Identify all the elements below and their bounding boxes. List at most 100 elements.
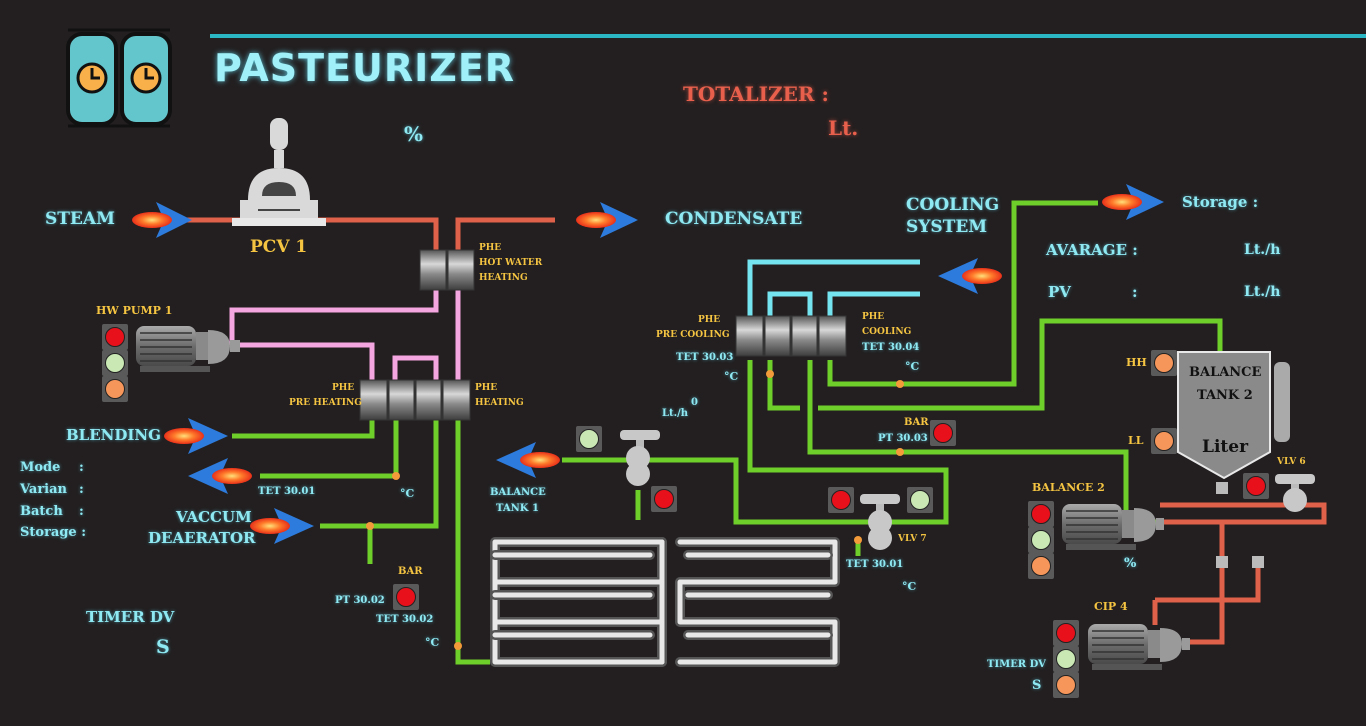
tank2-label-2: TANK 2 bbox=[1197, 388, 1253, 403]
phe-heating-label-1: PHE bbox=[475, 383, 498, 393]
phe-pre-cooling-label-1: PHE bbox=[698, 315, 721, 325]
tank2-hh-label: HH bbox=[1126, 356, 1147, 369]
pasteurizer-logo-icon bbox=[66, 28, 172, 128]
flow-unit: Lt./h bbox=[662, 408, 689, 419]
vlv6-lamp bbox=[1243, 473, 1269, 499]
cooling-system-arrow-icon bbox=[938, 258, 1002, 294]
storage-info-label: Storage : bbox=[20, 525, 87, 540]
phe-hot-water-label-2: HOT WATER bbox=[479, 258, 543, 268]
timer-dv-unit: S bbox=[156, 636, 170, 658]
vaccum-label-2: DEAERATOR bbox=[148, 529, 256, 547]
vlv6-label: VLV 6 bbox=[1277, 457, 1306, 467]
cip4-ready-lamp bbox=[1053, 646, 1079, 672]
vlv7-open-lamp bbox=[907, 487, 933, 513]
tank2-ll-lamp bbox=[1151, 428, 1177, 454]
hw-pump-run-lamp bbox=[102, 324, 128, 350]
pt3002-alarm-lamp bbox=[393, 584, 419, 610]
balance2-run-lamp bbox=[1028, 501, 1054, 527]
hw-pump-ready-lamp bbox=[102, 350, 128, 376]
phe-hot-water-icon bbox=[419, 249, 475, 291]
storage-label: Storage : bbox=[1182, 193, 1259, 211]
phe-cooling-label-1: PHE bbox=[862, 312, 885, 322]
timer-dv-unit-2: S bbox=[1032, 678, 1042, 693]
cip4-pump-icon bbox=[1088, 624, 1190, 670]
balance-valve-close-lamp bbox=[651, 486, 677, 512]
tank2-hh-lamp bbox=[1151, 350, 1177, 376]
balance2-pump-icon bbox=[1062, 504, 1164, 550]
varian-label: Varian bbox=[20, 482, 67, 497]
tank2-ll-label: LL bbox=[1128, 434, 1144, 447]
tet3001-arrow-icon bbox=[188, 458, 252, 494]
tet3001a-label: TET 30.01 bbox=[258, 486, 316, 497]
balance2-pump-unit: % bbox=[1124, 556, 1137, 571]
tank2-label-1: BALANCE bbox=[1189, 365, 1262, 380]
blending-arrow-icon bbox=[164, 418, 228, 454]
blending-label: BLENDING bbox=[66, 426, 161, 444]
phe-pre-heating-label-2: PRE HEATING bbox=[289, 398, 362, 408]
balance2-pump-label: BALANCE 2 bbox=[1032, 481, 1105, 494]
pt3002-label: PT 30.02 bbox=[335, 595, 385, 606]
totalizer-unit: Lt. bbox=[828, 116, 859, 140]
balance-tank-1-label-2: TANK 1 bbox=[496, 503, 539, 514]
tank2-unit: Liter bbox=[1202, 437, 1249, 457]
vlv6-valve-icon bbox=[1275, 474, 1315, 512]
vlv7-close-lamp bbox=[828, 487, 854, 513]
tet3003-label: TET 30.03 bbox=[676, 352, 734, 363]
balance-tank-1-arrow-icon bbox=[496, 442, 560, 478]
flow-value: 0 bbox=[691, 397, 698, 408]
phe-pre-heating-icon bbox=[359, 379, 471, 421]
tet3004-unit: °C bbox=[905, 360, 920, 373]
cooling-system-label-1: COOLING bbox=[906, 195, 1000, 215]
timer-dv-label: TIMER DV bbox=[86, 608, 175, 626]
batch-colon: : bbox=[79, 504, 84, 519]
varian-colon: : bbox=[79, 482, 84, 497]
phe-heating-label-2: HEATING bbox=[475, 398, 524, 408]
pcv-label: PCV 1 bbox=[250, 237, 308, 257]
cooling-system-label-2: SYSTEM bbox=[906, 217, 988, 237]
tet3004-label: TET 30.04 bbox=[862, 342, 920, 353]
mode-colon: : bbox=[79, 460, 84, 475]
tet3002-label: TET 30.02 bbox=[376, 614, 434, 625]
phe-hot-water-label-1: PHE bbox=[479, 243, 502, 253]
pt3002-unit: BAR bbox=[398, 566, 423, 577]
balance-valve-icon bbox=[620, 430, 660, 486]
pcv-unit: % bbox=[404, 122, 424, 146]
pv-colon: : bbox=[1132, 283, 1138, 301]
vlv7-label: VLV 7 bbox=[898, 534, 927, 544]
condensate-arrow-icon bbox=[576, 202, 638, 238]
balance2-fault-lamp bbox=[1028, 553, 1054, 579]
avarage-label: AVARAGE : bbox=[1046, 241, 1138, 259]
phe-pre-heating-label-1: PHE bbox=[332, 383, 355, 393]
vaccum-arrow-icon bbox=[250, 508, 314, 544]
hw-pump-fault-lamp bbox=[102, 376, 128, 402]
balance2-ready-lamp bbox=[1028, 527, 1054, 553]
pt3003-unit: BAR bbox=[904, 417, 929, 428]
mode-label: Mode bbox=[20, 460, 61, 475]
pv-label: PV bbox=[1048, 283, 1071, 301]
storage-arrow-icon bbox=[1102, 184, 1164, 220]
tet3001a-unit: °C bbox=[400, 487, 415, 500]
timer-dv-label-2: TIMER DV bbox=[987, 659, 1046, 670]
pcv-valve-icon bbox=[232, 118, 326, 226]
phe-pre-cooling-label-2: PRE COOLING bbox=[656, 330, 730, 340]
avarage-unit: Lt./h bbox=[1244, 242, 1281, 258]
hw-pump-label: HW PUMP 1 bbox=[96, 304, 173, 317]
pv-unit: Lt./h bbox=[1244, 284, 1281, 300]
phe-cooling-icon bbox=[735, 315, 847, 357]
cip4-fault-lamp bbox=[1053, 672, 1079, 698]
tet3003-unit: °C bbox=[724, 370, 739, 383]
totalizer-label: TOTALIZER : bbox=[683, 82, 829, 106]
balance-tank-1-label-1: BALANCE bbox=[490, 487, 546, 498]
balance-valve-open-lamp bbox=[576, 426, 602, 452]
hw-pump-icon bbox=[136, 326, 240, 372]
batch-label: Batch bbox=[20, 504, 63, 519]
vaccum-label-1: VACCUM bbox=[176, 508, 252, 526]
vlv7-valve-icon bbox=[860, 494, 900, 550]
pt3003-alarm-lamp bbox=[930, 420, 956, 446]
balance-tank-2-icon bbox=[1177, 351, 1290, 480]
tet3002-unit: °C bbox=[425, 636, 440, 649]
page-title: PASTEURIZER bbox=[214, 46, 516, 90]
phe-hot-water-label-3: HEATING bbox=[479, 273, 528, 283]
tet3001b-label: TET 30.01 bbox=[846, 559, 904, 570]
